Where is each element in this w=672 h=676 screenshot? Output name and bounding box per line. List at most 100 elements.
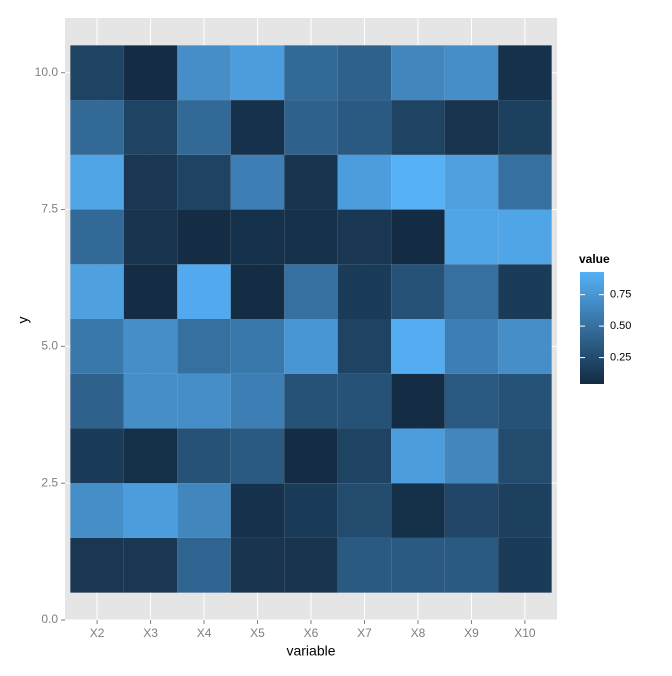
y-tick-label: 5.0 [41, 339, 58, 353]
heat-cell [337, 319, 392, 374]
legend-title: value [579, 252, 610, 266]
heat-cell [230, 428, 285, 484]
heat-cell [498, 428, 552, 484]
heat-cell [177, 373, 231, 429]
heat-cell [444, 319, 499, 374]
heat-cell [391, 483, 445, 538]
heat-cell [70, 154, 124, 210]
heat-cell [123, 373, 178, 429]
heat-cell [177, 209, 231, 265]
y-tick-label: 0.0 [41, 612, 58, 626]
heat-cell [177, 428, 231, 484]
legend-tick-label: 0.50 [610, 320, 631, 332]
heat-cell [444, 428, 499, 484]
heat-cell [123, 45, 178, 101]
heat-cell [230, 537, 285, 593]
heat-cell [123, 100, 178, 155]
heat-cell [284, 45, 338, 101]
heat-cell [70, 483, 124, 538]
heat-cell [230, 319, 285, 374]
legend-tick-label: 0.75 [610, 289, 631, 301]
heat-cell [444, 154, 499, 210]
x-tick-label: X7 [357, 626, 372, 640]
heat-cell [498, 45, 552, 101]
heat-cell [123, 428, 178, 484]
heat-cell [70, 209, 124, 265]
heat-cell [123, 264, 178, 319]
heat-cell [70, 100, 124, 155]
heat-cell [498, 319, 552, 374]
heat-cell [284, 537, 338, 593]
heat-cell [123, 209, 178, 265]
heat-cell [337, 428, 392, 484]
x-tick-label: X3 [143, 626, 158, 640]
heat-cell [391, 264, 445, 319]
heat-cell [230, 154, 285, 210]
heat-cell [177, 45, 231, 101]
x-tick-label: X4 [197, 626, 212, 640]
heat-cell [177, 264, 231, 319]
heat-cell [337, 483, 392, 538]
heat-cell [391, 154, 445, 210]
heat-cell [70, 373, 124, 429]
heat-cell [498, 373, 552, 429]
heat-cell [70, 264, 124, 319]
x-tick-label: X2 [90, 626, 105, 640]
heat-cell [284, 154, 338, 210]
heat-cell [498, 100, 552, 155]
heat-cell [70, 319, 124, 374]
heat-cell [444, 483, 499, 538]
heat-cell [337, 45, 392, 101]
x-tick-label: X9 [464, 626, 479, 640]
legend-tick-label: 0.25 [610, 351, 631, 363]
heat-cell [123, 319, 178, 374]
heat-cell [284, 319, 338, 374]
heat-cell [123, 483, 178, 538]
heat-cell [444, 264, 499, 319]
heat-cell [284, 100, 338, 155]
heat-cell [391, 373, 445, 429]
heat-cell [391, 100, 445, 155]
legend-colorbar [580, 272, 604, 384]
heat-cell [444, 100, 499, 155]
heat-cell [391, 319, 445, 374]
heat-cell [391, 428, 445, 484]
heat-cell [177, 154, 231, 210]
heat-cell [498, 209, 552, 265]
heat-cell [177, 319, 231, 374]
heat-cell [337, 373, 392, 429]
heat-cell [177, 537, 231, 593]
heat-cell [177, 483, 231, 538]
x-tick-label: X8 [411, 626, 426, 640]
heat-cell [498, 154, 552, 210]
x-axis-title: variable [286, 643, 335, 659]
heat-cell [284, 373, 338, 429]
heat-cell [337, 264, 392, 319]
heat-cell [337, 209, 392, 265]
y-tick-label: 2.5 [41, 475, 58, 489]
heat-cell [444, 537, 499, 593]
heat-cell [70, 45, 124, 101]
heat-cell [284, 209, 338, 265]
y-tick-label: 7.5 [41, 202, 58, 216]
x-tick-label: X5 [250, 626, 265, 640]
heat-cell [230, 264, 285, 319]
heat-cell [498, 537, 552, 593]
heat-cell [123, 154, 178, 210]
y-tick-label: 10.0 [35, 65, 59, 79]
x-tick-label: X6 [304, 626, 319, 640]
x-tick-label: X10 [514, 626, 536, 640]
heat-cell [230, 483, 285, 538]
heat-cell [230, 209, 285, 265]
heat-cell [284, 483, 338, 538]
heat-cell [123, 537, 178, 593]
heat-cell [337, 154, 392, 210]
y-axis-title: y [15, 317, 31, 324]
heat-cell [230, 373, 285, 429]
heat-cell [70, 428, 124, 484]
heat-cell [391, 537, 445, 593]
heat-cell [498, 483, 552, 538]
heat-cell [230, 45, 285, 101]
heat-cell [337, 537, 392, 593]
